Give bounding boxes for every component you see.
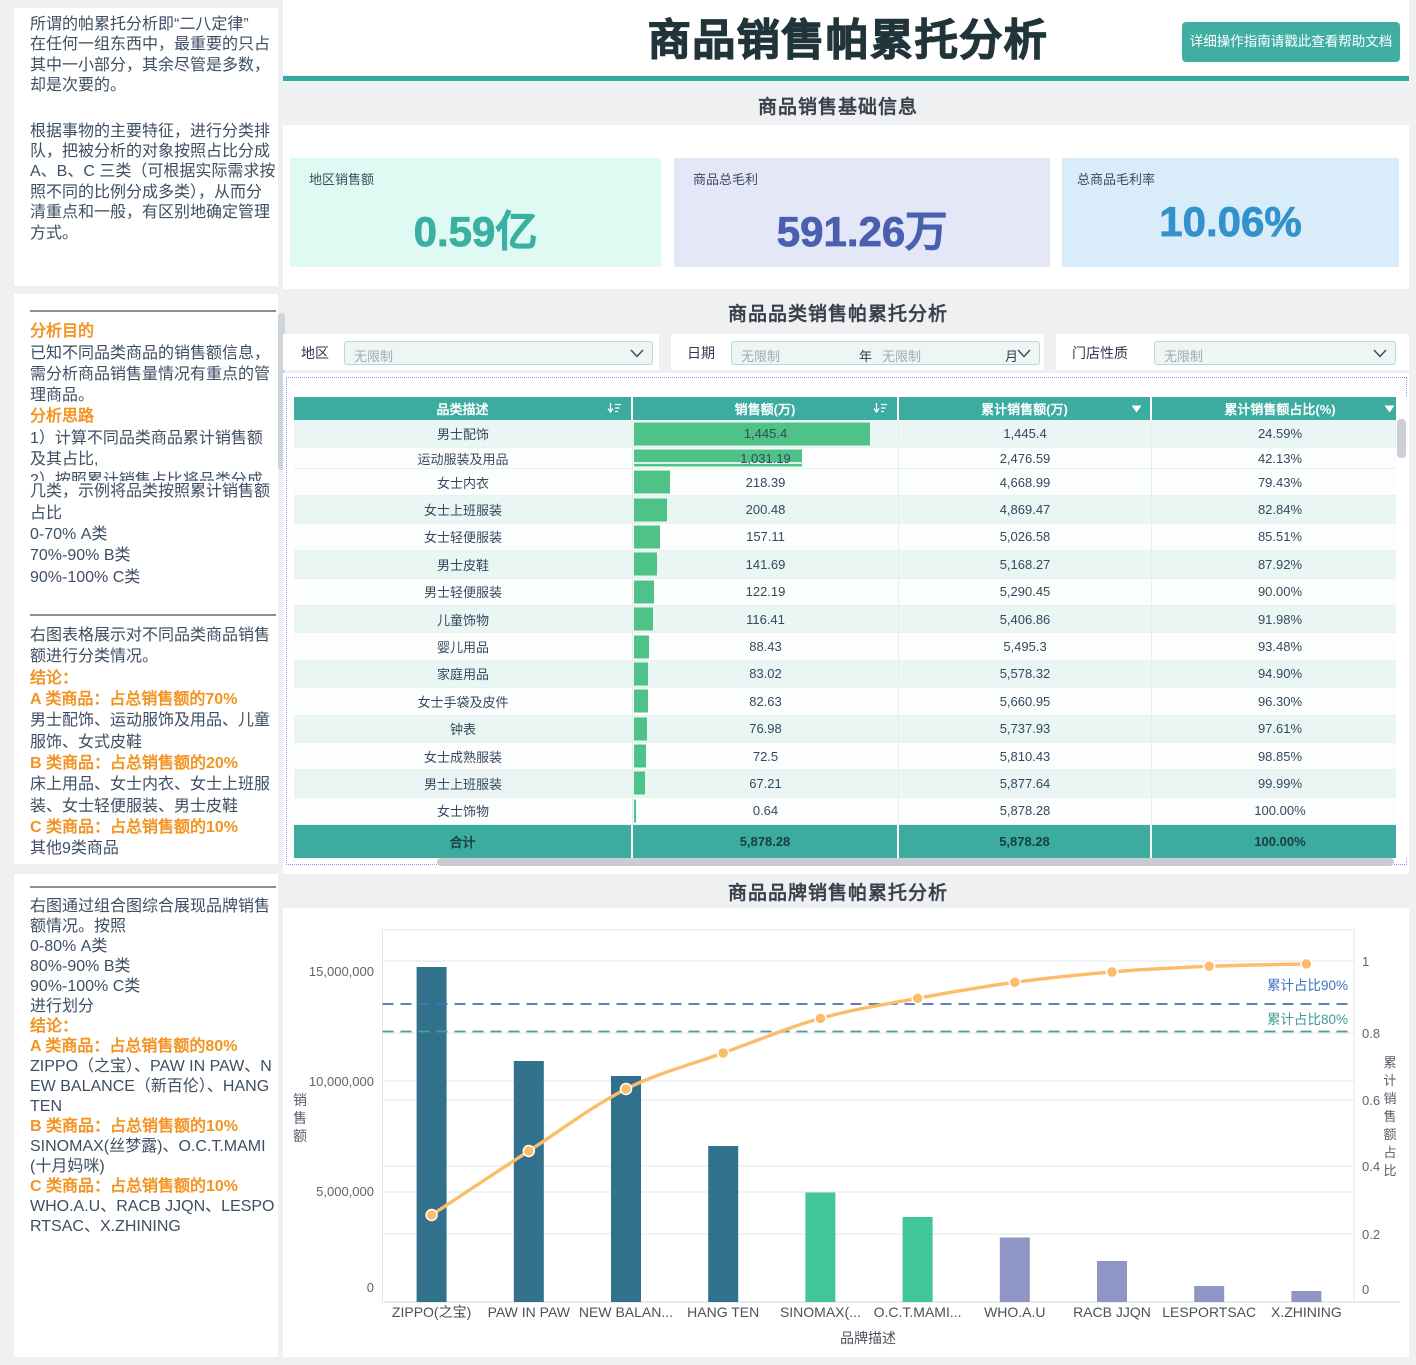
svg-text:额: 额 bbox=[293, 1128, 307, 1144]
svg-text:占: 占 bbox=[1383, 1145, 1396, 1160]
svg-text:X.ZHINING: X.ZHINING bbox=[1271, 1304, 1342, 1320]
svg-text:0: 0 bbox=[1362, 1282, 1369, 1297]
svg-text:PAW IN PAW: PAW IN PAW bbox=[488, 1304, 571, 1320]
svg-text:累计占比90%: 累计占比90% bbox=[1267, 978, 1348, 993]
svg-text:售: 售 bbox=[293, 1110, 307, 1126]
svg-text:0.8: 0.8 bbox=[1362, 1026, 1380, 1041]
svg-text:售: 售 bbox=[1383, 1109, 1396, 1124]
svg-text:LESPORTSAC: LESPORTSAC bbox=[1162, 1304, 1256, 1320]
svg-text:0.4: 0.4 bbox=[1362, 1159, 1380, 1174]
svg-text:SINOMAX(...: SINOMAX(... bbox=[780, 1304, 861, 1320]
svg-text:销: 销 bbox=[1383, 1091, 1396, 1106]
svg-text:O.C.T.MAMI...: O.C.T.MAMI... bbox=[874, 1304, 962, 1320]
svg-text:HANG TEN: HANG TEN bbox=[687, 1304, 759, 1320]
svg-text:0: 0 bbox=[367, 1280, 374, 1295]
svg-text:1: 1 bbox=[1362, 954, 1369, 969]
svg-text:累: 累 bbox=[1383, 1055, 1396, 1070]
svg-text:累计占比80%: 累计占比80% bbox=[1267, 1012, 1348, 1027]
svg-text:WHO.A.U: WHO.A.U bbox=[984, 1304, 1045, 1320]
svg-text:计: 计 bbox=[1383, 1073, 1396, 1088]
svg-text:15,000,000: 15,000,000 bbox=[309, 964, 374, 979]
svg-text:RACB JJQN: RACB JJQN bbox=[1073, 1304, 1151, 1320]
svg-text:ZIPPO(之宝): ZIPPO(之宝) bbox=[392, 1304, 471, 1320]
svg-text:5,000,000: 5,000,000 bbox=[316, 1184, 374, 1199]
svg-text:NEW BALAN...: NEW BALAN... bbox=[579, 1304, 673, 1320]
svg-text:0.2: 0.2 bbox=[1362, 1227, 1380, 1242]
svg-text:额: 额 bbox=[1383, 1127, 1396, 1142]
svg-text:0.6: 0.6 bbox=[1362, 1093, 1380, 1108]
svg-text:10,000,000: 10,000,000 bbox=[309, 1074, 374, 1089]
svg-text:销: 销 bbox=[293, 1092, 307, 1108]
svg-text:比: 比 bbox=[1383, 1163, 1396, 1178]
svg-text:品牌描述: 品牌描述 bbox=[840, 1330, 896, 1346]
